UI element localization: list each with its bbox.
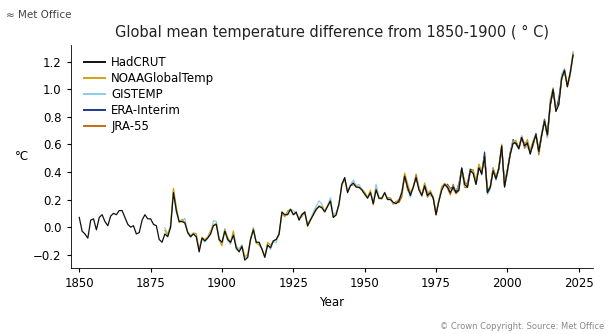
Y-axis label: °C: °C	[15, 150, 29, 163]
Text: © Crown Copyright. Source: Met Office: © Crown Copyright. Source: Met Office	[440, 322, 604, 331]
Legend: HadCRUT, NOAAGlobalTemp, GISTEMP, ERA-Interim, JRA-55: HadCRUT, NOAAGlobalTemp, GISTEMP, ERA-In…	[82, 53, 217, 135]
X-axis label: Year: Year	[319, 296, 345, 309]
Text: ≈ Met Office: ≈ Met Office	[6, 10, 71, 20]
Title: Global mean temperature difference from 1850-1900 ( ° C): Global mean temperature difference from …	[115, 25, 549, 40]
